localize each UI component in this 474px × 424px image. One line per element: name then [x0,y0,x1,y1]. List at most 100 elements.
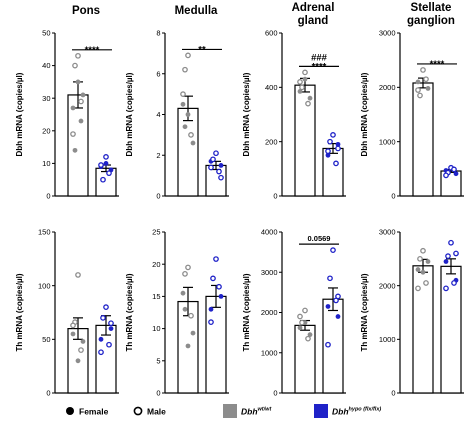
panel-3-y-tick-label: 200 [265,137,278,146]
panel-1-point-female-dbh-hypo-flx-flx [103,161,109,166]
panel-8-y-axis-label: Th mRNA (copies/µl) [360,273,369,351]
panel-4-title: Stellate ganglion [407,2,455,27]
panel-4: Stellate ganglion Dbh mRNA (copies/µl) 0 100… [360,2,464,201]
panel-4-point-male-dbh-wt-wt [415,87,421,93]
panel-8-bar-dbh-wt-wt [412,265,434,394]
panel-4-y-axis-label: Dbh mRNA (copies/µl) [360,72,369,156]
panel-1-y-tick-label: 50 [42,29,50,38]
panel-7: Th mRNA (copies/µl) 0 1000 2000 3000 4000 0.05… [242,228,346,398]
panel-7-point-male-dbh-wt-wt [302,307,308,314]
panel-5-point-male-dbh-wt-wt [70,322,76,329]
panel-2-y-tick-label: 0 [156,192,160,201]
panel-5-point-female-dbh-wt-wt [80,339,86,344]
panel-3-y-tick-label: 600 [265,29,278,38]
panel-1-title: Pons [72,5,100,17]
panel-2-y-axis-label: Dbh mRNA (copies/µl) [125,72,134,156]
panel-6-y-tick-label: 15 [152,292,160,301]
panel-1-bar-dbh-hypo-flx-flx [95,167,117,197]
panel-3-y-tick-label: 0 [273,192,277,201]
panel-6-point-male-dbh-hypo-flx-flx [216,283,222,290]
panel-3-point-female-dbh-hypo-flx-flx [335,141,341,147]
panel-3-significance-label: **** [312,61,327,72]
panel-1-point-male-dbh-hypo-flx-flx [103,154,109,160]
panel-5-y-tick-label: 50 [42,335,50,344]
panel-6-point-male-dbh-wt-wt [188,312,194,319]
panel-3-point-male-dbh-hypo-flx-flx [333,160,339,167]
panel-1-point-female-dbh-wt-wt [78,118,84,124]
panel-6-point-female-dbh-wt-wt [182,306,188,312]
panel-4-point-female-dbh-hypo-flx-flx [453,171,459,177]
panel-2-y-tick-label: 4 [156,110,160,119]
panel-4-point-male-dbh-hypo-flx-flx [443,172,449,179]
legend-control-genotype: wt/wt [258,407,273,413]
panel-6-y-tick-label: 5 [156,356,160,365]
panel-1-point-male-dbh-wt-wt [75,52,81,59]
panel-2-y-tick-label: 2 [156,151,160,160]
panel-2-point-male-dbh-wt-wt [182,66,188,73]
panel-8-point-male-dbh-wt-wt [423,280,429,286]
legend-female-marker [66,407,74,415]
panel-5-y-tick-label: 150 [38,228,51,237]
panel-3-point-male-dbh-hypo-flx-flx [325,148,331,155]
legend-control-swatch [223,404,237,418]
panel-1-point-male-dbh-wt-wt [78,98,84,105]
panel-8-bar-dbh-hypo-flx-flx [440,265,462,394]
panel-2-point-male-dbh-hypo-flx-flx [216,168,222,175]
panel-3-title-line: Adrenal [292,2,335,14]
panel-3-point-male-dbh-wt-wt [302,69,308,76]
panel-4-y-tick-label: 0 [391,192,395,201]
panel-6-point-male-dbh-hypo-flx-flx [213,256,219,262]
panel-3-significance-label: ### [311,52,328,63]
panel-1-y-axis-label: Dbh mRNA (copies/µl) [15,72,24,156]
panel-8-y-tick-label: 1000 [379,335,396,344]
panel-7-significance-label: 0.0569 [308,234,331,243]
panel-5: Th mRNA (copies/µl) 0 50 100 150 [15,228,119,398]
panel-1-point-male-dbh-wt-wt [72,62,78,69]
panel-6: Th mRNA (copies/µl) 0 5 10 15 20 25 [125,228,229,398]
panel-8-y-tick-label: 2000 [379,281,396,290]
panel-7-point-female-dbh-hypo-flx-flx [335,314,341,319]
panel-3-point-male-dbh-wt-wt [305,100,311,107]
panel-4-y-tick-label: 1000 [379,137,396,146]
legend-hypo-gene: Dbh [332,407,349,417]
panel-4-point-male-dbh-wt-wt [420,67,426,73]
panel-7-y-tick-label: 0 [273,389,277,398]
panel-2-point-female-dbh-wt-wt [182,124,188,130]
panel-6-point-female-dbh-wt-wt [185,343,191,349]
panel-3-title: Adrenal gland [292,2,335,27]
panel-3-point-male-dbh-hypo-flx-flx [330,132,336,138]
panel-1-point-male-dbh-hypo-flx-flx [106,170,112,177]
panel-2-point-male-dbh-wt-wt [185,52,191,59]
panel-1-point-female-dbh-wt-wt [70,105,76,111]
panel-2-point-male-dbh-hypo-flx-flx [213,150,219,157]
panel-1-y-tick-label: 30 [42,94,50,103]
panel-6-point-female-dbh-wt-wt [190,330,196,336]
panel-7-y-tick-label: 1000 [261,348,278,357]
panel-8-point-male-dbh-hypo-flx-flx [443,285,449,292]
panel-6-y-tick-label: 25 [152,228,160,237]
panel-4-point-female-dbh-wt-wt [425,86,431,91]
panel-2-point-male-dbh-hypo-flx-flx [218,174,224,181]
panel-4-y-tick-label: 2000 [379,83,396,92]
panel-3-point-male-dbh-hypo-flx-flx [335,145,341,152]
panel-3-point-male-dbh-wt-wt [297,79,303,85]
panel-5-y-axis-label: Th mRNA (copies/µl) [15,273,24,351]
panel-8-point-male-dbh-hypo-flx-flx [453,250,459,257]
panel-3-point-male-dbh-wt-wt [299,84,305,91]
panel-1-significance-label: **** [85,45,100,56]
panel-1-title-line: Pons [72,5,100,17]
panel-1-point-male-dbh-wt-wt [70,131,76,137]
panel-7-point-male-dbh-hypo-flx-flx [335,293,341,300]
panel-7-point-female-dbh-wt-wt [297,325,303,331]
panel-1-y-tick-label: 0 [46,192,50,201]
panel-1-y-tick-label: 10 [42,159,50,168]
panel-2-point-female-dbh-wt-wt [185,112,191,117]
panel-1-y-tick-label: 20 [42,126,50,135]
panel-2-point-male-dbh-wt-wt [180,91,186,97]
panel-1-bar-dbh-wt-wt [67,94,89,197]
legend-female-label: Female [79,407,109,417]
panel-6-point-male-dbh-wt-wt [182,271,188,277]
legend: Female Male Dbhwt/wt Dbhhypo (flx/flx) [66,404,381,418]
